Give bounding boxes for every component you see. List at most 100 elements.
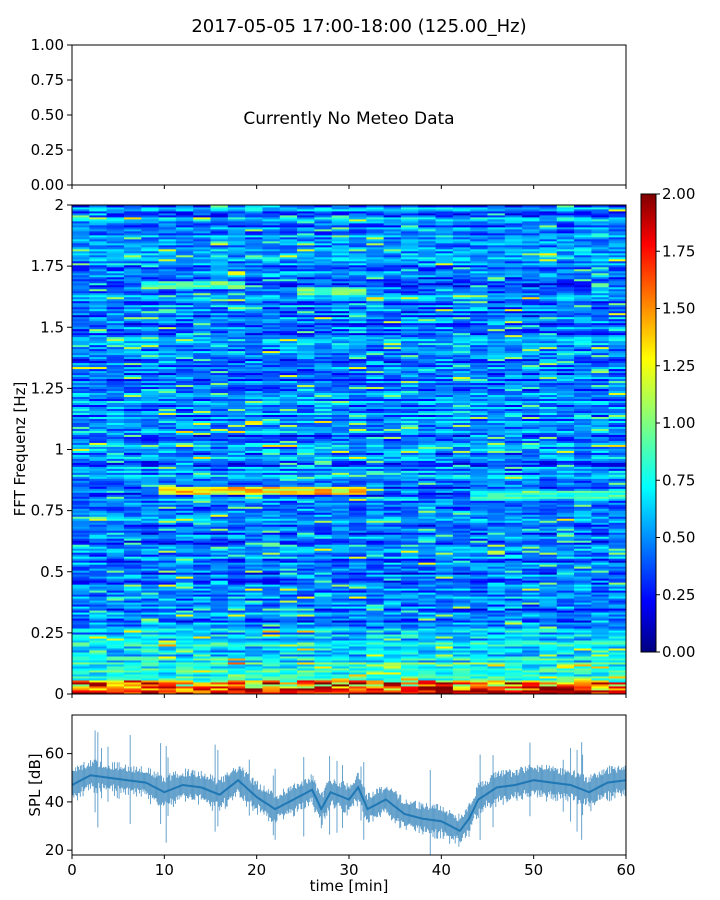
spectrogram-cell	[383, 536, 402, 539]
spectrogram-cell	[435, 426, 454, 429]
spectrogram-cell	[435, 572, 454, 575]
spectrogram-cell	[556, 470, 575, 473]
spectrogram-cell	[574, 646, 592, 649]
spectrogram-cell	[591, 410, 610, 413]
spectrogram-cell	[72, 500, 90, 503]
spectrogram-cell	[193, 618, 212, 621]
spectrogram-cell	[383, 412, 402, 415]
spectrogram-cell	[193, 666, 212, 669]
spectrogram-cell	[591, 442, 610, 445]
spectrogram-cell	[123, 540, 142, 543]
spectrogram-cell	[470, 446, 489, 449]
spectrogram-cell	[297, 650, 315, 653]
spectrogram-cell	[418, 498, 437, 501]
spectrogram-cell	[279, 436, 298, 439]
spectrogram-cell	[470, 610, 489, 613]
spectrogram-cell	[487, 606, 506, 609]
spectrogram-cell	[123, 628, 142, 631]
spectrogram-cell	[193, 590, 212, 593]
spectrogram-cell	[539, 642, 558, 645]
spectrogram-cell	[106, 458, 125, 461]
spectrogram-cell	[331, 476, 350, 479]
spectrogram-cell	[227, 688, 246, 691]
spectrogram-cell	[400, 514, 419, 517]
spectrogram-cell	[556, 678, 575, 681]
spectrogram-cell	[591, 646, 610, 649]
spectrogram-cell	[418, 572, 437, 575]
spectrogram-cell	[366, 610, 385, 613]
spectrogram-cell	[297, 444, 315, 447]
spectrogram-cell	[89, 528, 108, 531]
spectrogram-cell	[504, 504, 523, 507]
spectrogram-cell	[175, 424, 194, 427]
spectrogram-cell	[279, 514, 298, 517]
spectrogram-cell	[158, 572, 177, 575]
spectrogram-cell	[227, 440, 246, 443]
spectrogram-cell	[141, 600, 160, 603]
spectrogram-cell	[123, 572, 142, 575]
spectrogram-cell	[435, 618, 454, 621]
spectrogram-cell	[487, 464, 506, 467]
spectrogram-cell	[608, 526, 626, 529]
spectrogram-cell	[262, 642, 281, 645]
spectrogram-cell	[418, 520, 437, 523]
spectrogram-cell	[470, 514, 489, 517]
spectrogram-cell	[487, 634, 506, 637]
spectrogram-cell	[470, 536, 489, 539]
spectrogram-cell	[331, 526, 350, 529]
spectrogram-cell	[297, 506, 315, 509]
spectrogram-cell	[504, 432, 523, 435]
spectrogram-cell	[400, 438, 419, 441]
spectrogram-cell	[591, 644, 610, 647]
spectrogram-cell	[331, 664, 350, 667]
spectrogram-cell	[574, 530, 592, 533]
spectrogram-cell	[72, 428, 90, 431]
spectrogram-cell	[175, 446, 194, 449]
spectrogram-cell	[349, 430, 367, 433]
spectrogram-cell	[314, 490, 333, 493]
spectrogram-cell	[349, 604, 367, 607]
spectrogram-cell	[210, 674, 229, 677]
spectrogram-cell	[522, 628, 541, 631]
spectrogram-cell	[349, 576, 367, 579]
spectrogram-cell	[331, 512, 350, 515]
spectrogram-cell	[158, 644, 177, 647]
spectrogram-cell	[418, 606, 437, 609]
spectrogram-cell	[504, 550, 523, 553]
spectrogram-cell	[349, 586, 367, 589]
spectrogram-cell	[574, 520, 592, 523]
spectrogram-cell	[331, 552, 350, 555]
spectrogram-cell	[227, 630, 246, 633]
spectrogram-cell	[227, 556, 246, 559]
spectrogram-cell	[470, 390, 489, 394]
spectrogram-cell	[72, 396, 90, 400]
spectrogram-cell	[539, 576, 558, 579]
spectrogram-cell	[210, 496, 229, 499]
spectrogram-cell	[539, 656, 558, 659]
spectrogram-cell	[400, 644, 419, 647]
spectrogram-cell	[175, 678, 194, 681]
spectrogram-cell	[435, 528, 454, 531]
spectrogram-cell	[72, 524, 90, 527]
spectrogram-cell	[193, 436, 212, 439]
spectrogram-cell	[72, 668, 90, 671]
spectrogram-cell	[123, 468, 142, 471]
spectrogram-cell	[504, 626, 523, 629]
spectrogram-cell	[106, 502, 125, 505]
spectrogram-cell	[123, 420, 142, 423]
spectrogram-cell	[210, 486, 229, 489]
spectrogram-cell	[123, 444, 142, 447]
spectrogram-cell	[452, 520, 471, 523]
spectrogram-cell	[141, 440, 160, 443]
spectrogram-cell	[141, 458, 160, 461]
spectrogram-cell	[331, 588, 350, 591]
spectrogram-cell	[123, 680, 142, 683]
spectrogram-cell	[591, 498, 610, 501]
spectrogram-cell	[297, 400, 315, 403]
spectrogram-cell	[418, 530, 437, 533]
spectrogram-cell	[89, 614, 108, 617]
spectrogram-cell	[72, 664, 90, 667]
spectrogram-cell	[193, 480, 212, 483]
spectrogram-cell	[89, 476, 108, 479]
spectrogram-cell	[297, 662, 315, 665]
